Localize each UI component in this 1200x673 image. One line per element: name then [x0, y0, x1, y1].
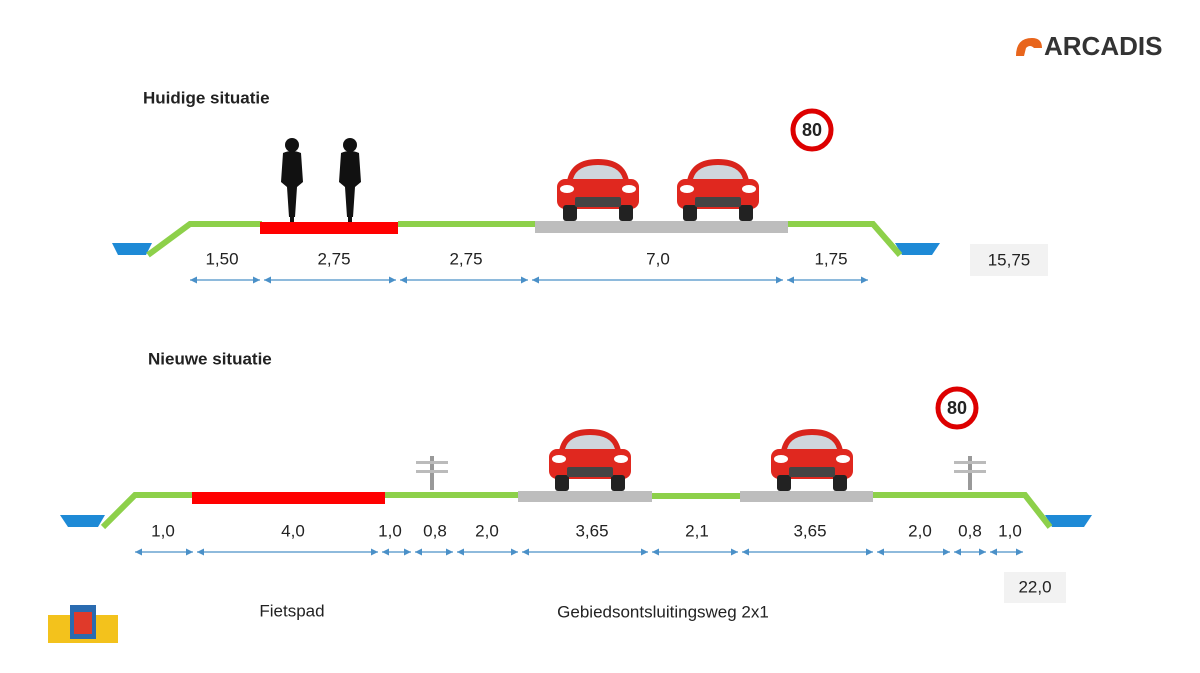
new-profile: [60, 386, 1092, 530]
width-label: 7,0: [646, 249, 670, 268]
width-label: 4,0: [281, 521, 305, 540]
width-label: 1,0: [378, 521, 402, 540]
nh-logo: [48, 605, 118, 643]
width-label: 2,0: [908, 521, 932, 540]
section-title: Huidige situatie: [143, 88, 270, 107]
logo-text: ARCADIS: [1044, 31, 1162, 61]
width-label: 1,0: [998, 521, 1022, 540]
total-width: 15,75: [988, 250, 1031, 269]
width-label: 3,65: [575, 521, 608, 540]
label: Fietspad: [259, 601, 324, 620]
width-label: 0,8: [423, 521, 447, 540]
width-label: 2,1: [685, 521, 709, 540]
current-profile: [112, 108, 940, 258]
total-box: [1004, 572, 1066, 603]
section-title: Nieuwe situatie: [148, 349, 272, 368]
width-label: 2,75: [449, 249, 482, 268]
width-label: 2,0: [475, 521, 499, 540]
width-label: 1,75: [814, 249, 847, 268]
speed-sign: 80: [802, 120, 822, 140]
speed-sign: 80: [947, 398, 967, 418]
total-box: [970, 244, 1048, 276]
label: Gebiedsontsluitingsweg 2x1: [557, 602, 769, 621]
arcadis-logo: ARCADIS: [1016, 31, 1162, 61]
width-label: 2,75: [317, 249, 350, 268]
width-label: 1,0: [151, 521, 175, 540]
width-label: 3,65: [793, 521, 826, 540]
total-width: 22,0: [1018, 577, 1051, 596]
width-label: 1,50: [205, 249, 238, 268]
width-label: 0,8: [958, 521, 982, 540]
